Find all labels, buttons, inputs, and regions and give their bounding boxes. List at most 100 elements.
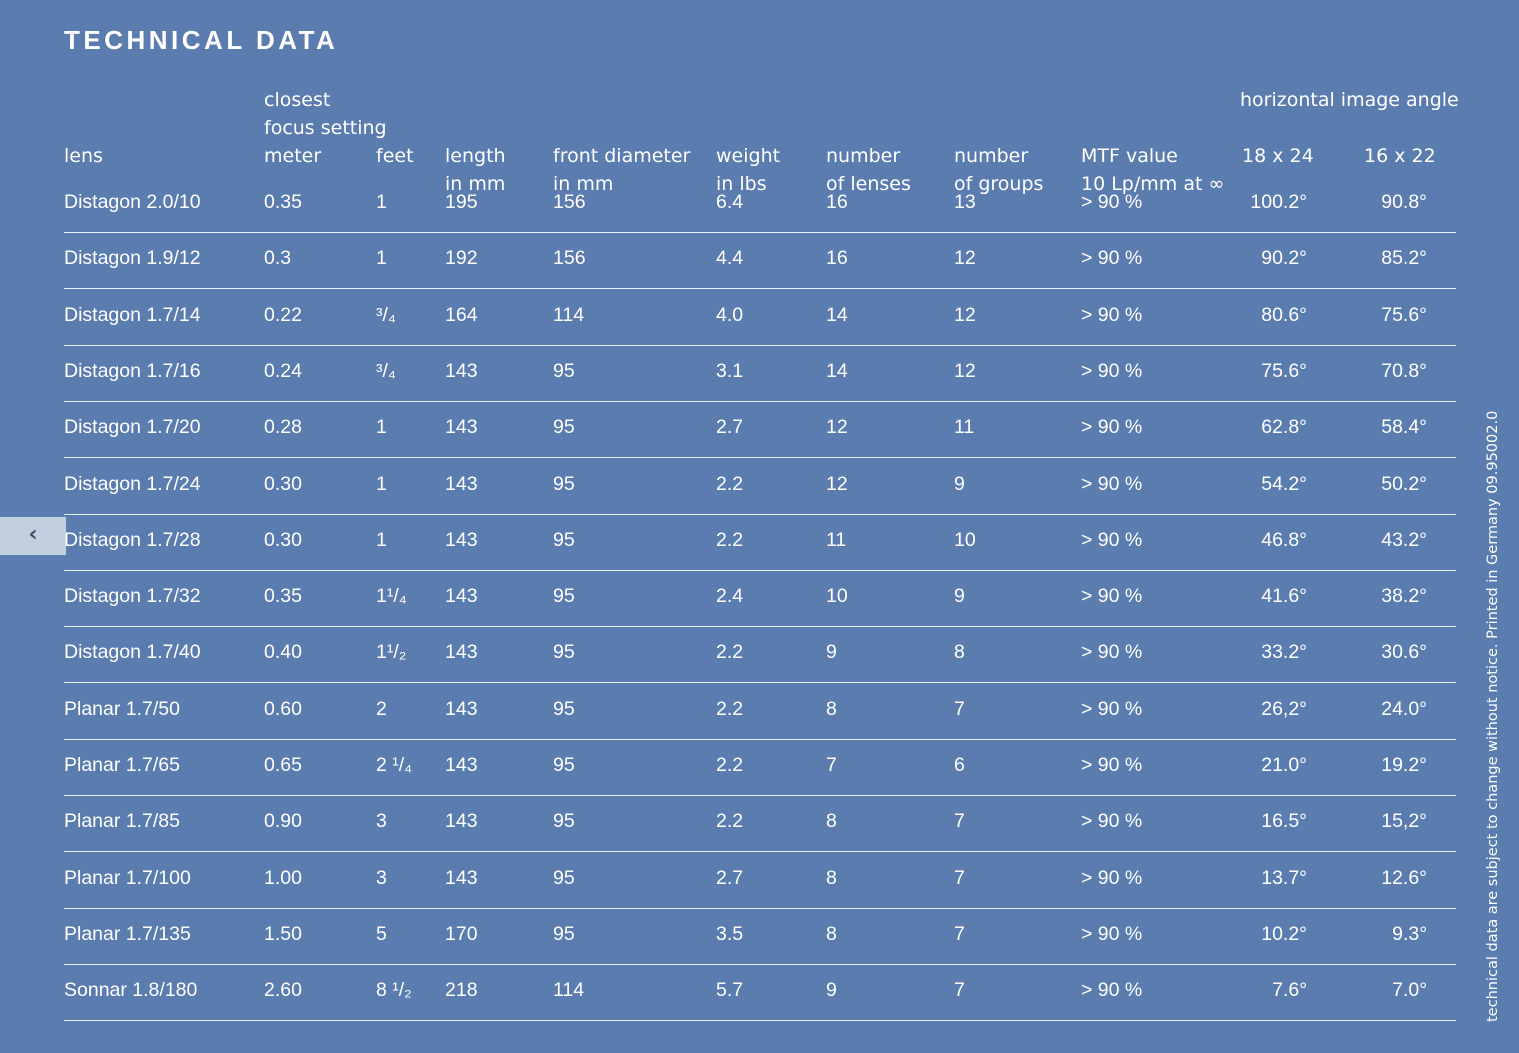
cell-weight: 2.4 — [716, 585, 744, 608]
cell-length: 143 — [445, 359, 478, 382]
cell-weight: 4.4 — [716, 247, 744, 270]
cell-front-diameter: 95 — [553, 641, 575, 664]
cell-length: 195 — [445, 191, 478, 213]
cell-angle-18x24: 7.6° — [1272, 979, 1307, 1002]
cell-meter: 0.65 — [264, 754, 302, 776]
cell-lens: Planar 1.7/85 — [64, 810, 181, 833]
cell-number-of-lenses: 14 — [826, 359, 848, 382]
cell-number-of-lenses: 9 — [826, 979, 837, 1002]
cell-angle-16x22: 85.2° — [1381, 247, 1427, 270]
cell-front-diameter: 95 — [553, 359, 575, 382]
cell-lens: Distagon 1.7/28 — [64, 528, 201, 551]
cell-weight: 2.2 — [716, 528, 744, 551]
cell-number-of-groups: 12 — [954, 303, 976, 326]
table-row: Distagon 1.7/20 0.28 1 143 95 2.7 12 11 > 90 % 62… — [64, 402, 1456, 459]
cell-number-of-lenses: 10 — [826, 585, 848, 608]
cell-meter: 0.60 — [264, 697, 302, 720]
cell-weight: 3.5 — [716, 922, 744, 945]
cell-number-of-lenses: 8 — [826, 922, 837, 945]
cell-lens: Distagon 1.7/20 — [64, 416, 201, 439]
cell-meter: 0.35 — [264, 191, 302, 213]
table-row: Planar 1.7/50 0.60 2 143 95 2.2 8 7 > 90 % 26,2° 2… — [64, 684, 1456, 740]
cell-mtf-value: > 90 % — [1081, 979, 1143, 1002]
header-angle-16x22: 16 x 22 — [1364, 145, 1436, 167]
cell-angle-16x22: 50.2° — [1381, 472, 1427, 495]
cell-weight: 5.7 — [716, 979, 744, 1002]
table-row: Distagon 1.7/16 0.24 ³/₄ 143 95 3.1 14 12 > 90 %… — [64, 346, 1456, 402]
cell-angle-16x22: 30.6° — [1381, 641, 1427, 664]
cell-length: 143 — [445, 754, 478, 776]
cell-weight: 2.2 — [716, 754, 744, 776]
back-button[interactable]: ‹ — [0, 517, 66, 555]
side-note: technical data are subject to change wit… — [1485, 410, 1501, 1022]
cell-angle-16x22: 38.2° — [1381, 585, 1427, 608]
cell-angle-18x24: 16.5° — [1261, 810, 1307, 833]
table-row: Distagon 1.7/28 0.30 1 143 95 2.2 11 10 > 90 % 46… — [64, 515, 1456, 571]
header-front-diameter: front diameter in mm — [553, 145, 691, 195]
cell-angle-16x22: 24.0° — [1381, 697, 1427, 720]
cell-meter: 0.24 — [264, 359, 302, 382]
cell-number-of-groups: 7 — [954, 866, 965, 889]
cell-lens: Planar 1.7/65 — [64, 754, 181, 776]
header-weight: weight in lbs — [716, 145, 781, 195]
cell-front-diameter: 95 — [553, 416, 575, 439]
cell-meter: 2.60 — [264, 979, 302, 1002]
table-row: Distagon 1.7/40 0.40 1¹/₂ 143 95 2.2 9 8 > 90 % 3… — [64, 627, 1456, 684]
cell-meter: 0.30 — [264, 528, 302, 551]
cell-front-diameter: 114 — [553, 979, 585, 1002]
cell-mtf-value: > 90 % — [1081, 472, 1143, 495]
cell-number-of-groups: 9 — [954, 585, 965, 608]
cell-mtf-value: > 90 % — [1081, 922, 1143, 945]
cell-lens: Distagon 2.0/10 — [64, 191, 201, 213]
technical-data-table: closest focus setting horizontal image a… — [64, 0, 1459, 1053]
cell-angle-18x24: 26,2° — [1261, 697, 1307, 720]
cell-number-of-groups: 12 — [954, 359, 976, 382]
cell-mtf-value: > 90 % — [1081, 810, 1143, 833]
cell-meter: 0.40 — [264, 641, 302, 664]
cell-length: 218 — [445, 979, 478, 1002]
cell-lens: Distagon 1.7/32 — [64, 585, 201, 608]
cell-number-of-lenses: 12 — [826, 416, 848, 439]
cell-front-diameter: 156 — [553, 191, 586, 213]
cell-mtf-value: > 90 % — [1081, 528, 1143, 551]
cell-front-diameter: 95 — [553, 922, 575, 945]
cell-angle-18x24: 100.2° — [1250, 191, 1307, 213]
cell-number-of-groups: 10 — [954, 528, 976, 551]
cell-feet: 8 ¹/₂ — [376, 979, 412, 1002]
cell-feet: 1 — [376, 247, 387, 270]
cell-weight: 6.4 — [716, 191, 744, 213]
cell-angle-16x22: 90.8° — [1381, 191, 1427, 213]
header-number-of-lenses: number of lenses — [826, 145, 911, 195]
cell-mtf-value: > 90 % — [1081, 359, 1143, 382]
cell-number-of-groups: 13 — [954, 191, 976, 213]
table-row: Sonnar 1.8/180 2.60 8 ¹/₂ 218 114 5.7 9 7 > 90 %… — [64, 965, 1456, 1022]
cell-number-of-groups: 7 — [954, 697, 965, 720]
cell-feet: 1 — [376, 416, 387, 439]
cell-angle-18x24: 10.2° — [1261, 922, 1307, 945]
cell-number-of-lenses: 8 — [826, 810, 837, 833]
table-row: Distagon 2.0/10 0.35 1 195 156 6.4 16 13 > 90 % 1… — [64, 177, 1456, 233]
cell-mtf-value: > 90 % — [1081, 697, 1143, 720]
cell-weight: 2.2 — [716, 641, 744, 664]
cell-mtf-value: > 90 % — [1081, 303, 1143, 326]
cell-number-of-lenses: 7 — [826, 754, 837, 776]
header-meter: meter — [264, 145, 322, 167]
cell-feet: 3 — [376, 810, 387, 833]
cell-number-of-groups: 8 — [954, 641, 965, 664]
cell-meter: 1.00 — [264, 866, 302, 889]
cell-feet: ³/₄ — [376, 359, 396, 382]
cell-lens: Distagon 1.7/16 — [64, 359, 201, 382]
cell-length: 143 — [445, 416, 478, 439]
cell-lens: Planar 1.7/135 — [64, 922, 191, 945]
cell-weight: 4.0 — [716, 303, 744, 326]
cell-front-diameter: 95 — [553, 528, 575, 551]
cell-feet: 3 — [376, 866, 387, 889]
cell-angle-18x24: 80.6° — [1261, 303, 1307, 326]
cell-number-of-lenses: 8 — [826, 697, 837, 720]
cell-lens: Sonnar 1.8/180 — [64, 979, 198, 1002]
cell-number-of-lenses: 8 — [826, 866, 837, 889]
cell-number-of-groups: 12 — [954, 247, 976, 270]
cell-length: 164 — [445, 303, 478, 326]
cell-number-of-groups: 9 — [954, 472, 965, 495]
header-closest-focus: closest focus setting — [264, 89, 387, 139]
